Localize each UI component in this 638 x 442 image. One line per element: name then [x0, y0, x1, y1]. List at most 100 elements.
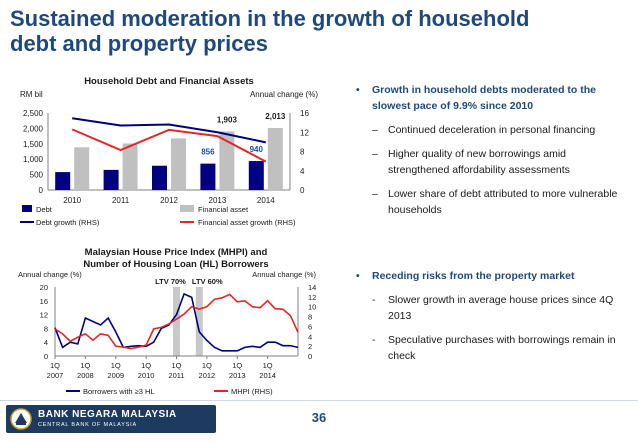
chart2-x-tick-label-quarter: 1Q	[263, 361, 273, 370]
chart1-bar-debt	[248, 161, 264, 190]
chart2-left-tick-label: 4	[44, 338, 48, 347]
chart2-x-tick-label-year: 2009	[107, 371, 124, 380]
bullet-sub-text: Continued deceleration in personal finan…	[388, 124, 596, 136]
bank-emblem-icon	[10, 408, 32, 430]
chart1-left-tick-label: 1,000	[23, 155, 44, 164]
chart2-x-tick-label-year: 2012	[199, 371, 216, 380]
chart2-x-tick-label-quarter: 1Q	[202, 361, 212, 370]
chart1-x-tick-label: 2010	[63, 196, 81, 205]
chart2-x-tick-label-quarter: 1Q	[111, 361, 121, 370]
bank-subtitle: CENTRAL BANK OF MALAYSIA	[38, 422, 137, 428]
page-number: 36	[311, 410, 327, 425]
slide-title-line-1: Sustained moderation in the growth of ho…	[10, 6, 530, 31]
slide-title: Sustained moderation in the growth of ho…	[10, 6, 630, 56]
bullet-dash: -	[372, 294, 376, 306]
chart2-x-tick-label-quarter: 1Q	[80, 361, 90, 370]
chart1-bar-debt	[103, 169, 119, 190]
chart1-left-tick-label: 0	[39, 186, 44, 195]
chart2-line-mhpi	[54, 293, 299, 350]
bullet-main-text: Receding risks from the property market	[372, 270, 575, 282]
chart1-left-tick-label: 2,500	[23, 109, 44, 118]
chart1-legend-label: Financial asset	[198, 205, 249, 214]
chart2-title-line-2: Number of Housing Loan (HL) Borrowers	[83, 259, 268, 270]
chart2-x-tick-label-quarter: 1Q	[232, 361, 242, 370]
bank-logo	[6, 405, 216, 433]
bullet-sub-text: Lower share of debt attributed to more v…	[388, 188, 618, 216]
chart1-line-asset-growth	[71, 128, 267, 163]
chart2-right-tick-label: 4	[308, 332, 312, 341]
chart1-data-label: 1,903	[217, 115, 238, 124]
chart2-annotation-ltv60: LTV 60%	[192, 277, 223, 286]
chart2-ltv-band	[173, 287, 180, 356]
bullet-sub-text: Higher quality of new borrowings amid st…	[388, 148, 570, 176]
chart2-right-tick-label: 8	[308, 313, 312, 322]
bullets-property-market: • Receding risks from the property marke…	[356, 268, 628, 364]
bullet-dot: •	[356, 270, 360, 282]
chart1-data-label: 2,013	[265, 112, 286, 121]
bullet-main-text: Growth in household debts moderated to t…	[372, 84, 597, 112]
bullet-main-property-market: • Receding risks from the property marke…	[356, 268, 628, 284]
chart2-x-tick-label-year: 2014	[259, 371, 276, 380]
charts-canvas: Household Debt and Financial Assets RM bi…	[18, 76, 318, 396]
chart1-right-tick-label: 16	[300, 109, 309, 118]
chart2-right-tick-label: 2	[308, 342, 312, 351]
chart1-right-tick-label: 4	[300, 167, 305, 176]
chart2-left-tick-label: 16	[40, 297, 48, 306]
chart2-right-tick-label: 12	[308, 293, 316, 302]
chart1-title: Household Debt and Financial Assets	[84, 76, 254, 87]
chart1-right-tick-label: 8	[300, 148, 305, 157]
chart2-left-axis-label: Annual change (%)	[18, 270, 82, 279]
bullets-household-debt: • Growth in household debts moderated to…	[356, 82, 628, 218]
bullet-dot: •	[356, 84, 360, 96]
chart1-bar-financial-asset	[122, 143, 138, 190]
chart1-x-tick-label: 2013	[209, 196, 227, 205]
chart2-line-borrowers	[54, 292, 299, 352]
chart2-x-tick-label-year: 2013	[229, 371, 246, 380]
bullet-dash: –	[372, 148, 378, 160]
slide-title-line-2: debt and property prices	[10, 31, 268, 56]
chart1-right-tick-label: 0	[300, 186, 305, 195]
chart1-data-label: 940	[250, 145, 264, 154]
chart1-left-tick-label: 1,500	[23, 140, 44, 149]
bullet-dash: –	[372, 188, 378, 200]
chart1-legend-label: Debt	[36, 205, 53, 214]
chart1-x-tick-label: 2012	[160, 196, 178, 205]
chart1-bar-financial-asset	[74, 147, 90, 190]
chart1-line-debt-growth	[72, 117, 267, 144]
bullet-sub-item: – Lower share of debt attributed to more…	[356, 186, 628, 218]
chart1-bar-debt	[55, 172, 71, 190]
chart2-x-tick-label-quarter: 1Q	[141, 361, 151, 370]
chart2-right-tick-label: 10	[308, 303, 316, 312]
chart2-x-tick-label-quarter: 1Q	[50, 361, 60, 370]
bullet-sub-text: Speculative purchases with borrowings re…	[388, 334, 616, 362]
bullet-sub-text: Slower growth in average house prices si…	[388, 294, 614, 322]
bullet-main-household-debt: • Growth in household debts moderated to…	[356, 82, 628, 114]
chart1-x-tick-label: 2011	[112, 196, 130, 205]
chart1-legend-swatch-debt	[22, 205, 32, 212]
footer-divider	[0, 400, 638, 401]
chart2-legend-label: Borrowers with ≥3 HL	[83, 387, 155, 396]
bullet-sub-item: - Speculative purchases with borrowings …	[356, 332, 628, 364]
chart1-data-label: 856	[201, 148, 215, 157]
chart2-left-tick-label: 0	[44, 352, 48, 361]
chart2-left-tick-label: 20	[40, 283, 48, 292]
bullet-sub-item: - Slower growth in average house prices …	[356, 292, 628, 324]
chart1-bar-debt	[200, 163, 216, 190]
bullet-sub-item: – Continued deceleration in personal fin…	[356, 122, 628, 138]
chart1-bar-financial-asset	[267, 127, 283, 190]
chart2-left-tick-label: 12	[40, 311, 48, 320]
chart1-x-tick-label: 2014	[257, 196, 275, 205]
chart1-left-tick-label: 2,000	[23, 124, 44, 133]
chart2-x-tick-label-year: 2007	[47, 371, 64, 380]
chart1-bar-financial-asset	[219, 131, 235, 190]
chart1-right-tick-label: 12	[300, 128, 309, 137]
chart2-left-tick-label: 8	[44, 324, 48, 333]
chart1-legend-label: Financial asset growth (RHS)	[198, 218, 296, 227]
chart1-left-axis-label: RM bil	[20, 90, 43, 99]
chart1-bar-financial-asset	[171, 138, 186, 190]
chart2-right-tick-label: 6	[308, 322, 312, 331]
chart2-right-axis-label: Annual change (%)	[252, 270, 316, 279]
bank-name: BANK NEGARA MALAYSIA	[38, 409, 177, 420]
chart2-title-line-1: Malaysian House Price Index (MHPI) and	[85, 247, 268, 258]
chart2-legend-label: MHPI (RHS)	[231, 387, 273, 396]
